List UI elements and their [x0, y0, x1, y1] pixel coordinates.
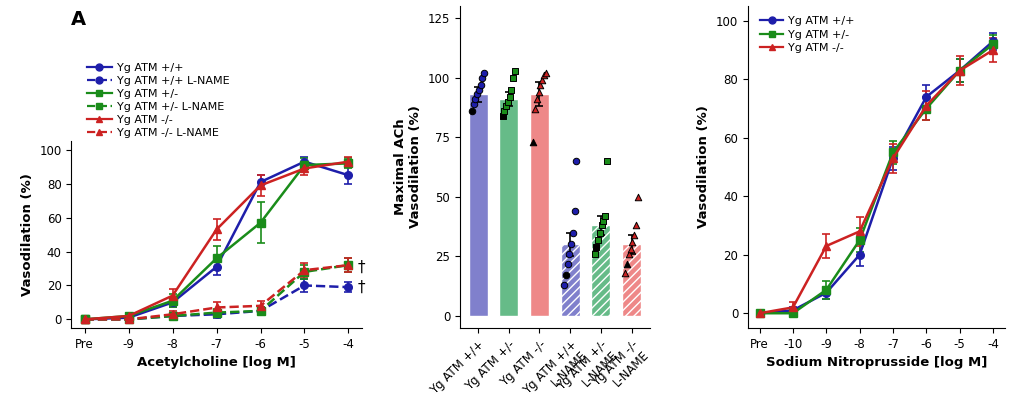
Bar: [560, 244, 579, 316]
Point: [555, 282, 572, 288]
Point: [535, 72, 551, 78]
Point: [588, 244, 604, 250]
Point: [495, 108, 512, 115]
Point: [589, 237, 605, 243]
Point: [537, 70, 553, 76]
Text: C: C: [706, 0, 720, 3]
Point: [502, 86, 519, 93]
Point: [591, 229, 607, 236]
Point: [619, 260, 635, 267]
Point: [629, 193, 645, 200]
Point: [497, 103, 514, 110]
Point: [596, 212, 612, 219]
Point: [626, 232, 642, 238]
Point: [528, 96, 544, 103]
Point: [476, 70, 492, 76]
Point: [525, 139, 541, 145]
Point: [622, 246, 638, 253]
Point: [464, 108, 480, 115]
Point: [557, 272, 574, 279]
Point: [506, 67, 523, 74]
Point: [499, 98, 516, 105]
Legend: Yg ATM +/+, Yg ATM +/-, Yg ATM -/-: Yg ATM +/+, Yg ATM +/-, Yg ATM -/-: [755, 12, 858, 58]
Point: [565, 229, 581, 236]
Y-axis label: Vasodilation (%): Vasodilation (%): [20, 173, 34, 296]
Point: [530, 89, 546, 95]
Point: [465, 100, 481, 107]
Point: [469, 91, 485, 98]
Point: [616, 270, 633, 276]
Point: [621, 251, 637, 257]
Text: B: B: [422, 0, 436, 3]
Point: [467, 96, 483, 103]
Bar: [468, 94, 487, 316]
Y-axis label: Maximal ACh
Vasodilation (%): Maximal ACh Vasodilation (%): [394, 105, 422, 229]
Point: [501, 93, 518, 100]
Point: [558, 260, 575, 267]
Point: [533, 77, 549, 83]
Point: [566, 208, 582, 215]
Point: [472, 81, 488, 88]
Point: [593, 222, 609, 229]
Y-axis label: Vasodilation (%): Vasodilation (%): [697, 105, 709, 229]
Text: †: †: [357, 259, 365, 274]
Text: A: A: [71, 10, 87, 29]
Point: [560, 251, 577, 257]
Bar: [591, 225, 609, 316]
Point: [627, 222, 643, 229]
Point: [471, 86, 487, 93]
Bar: [530, 94, 548, 316]
Point: [504, 74, 521, 81]
Point: [532, 81, 548, 88]
Text: †: †: [357, 280, 365, 295]
Point: [562, 241, 579, 248]
X-axis label: Acetylcholine [log M]: Acetylcholine [log M]: [137, 356, 296, 369]
Legend: Yg ATM +/+, Yg ATM +/+ L-NAME, Yg ATM +/-, Yg ATM +/- L-NAME, Yg ATM -/-, Yg ATM: Yg ATM +/+, Yg ATM +/+ L-NAME, Yg ATM +/…: [83, 58, 234, 142]
Bar: [622, 244, 640, 316]
Point: [624, 239, 640, 245]
Bar: [498, 99, 518, 316]
Point: [595, 217, 611, 224]
X-axis label: Sodium Nitroprusside [log M]: Sodium Nitroprusside [log M]: [765, 356, 986, 369]
Point: [568, 158, 584, 164]
Point: [598, 158, 614, 164]
Point: [586, 251, 602, 257]
Point: [474, 74, 490, 81]
Point: [527, 105, 543, 112]
Point: [494, 112, 511, 119]
